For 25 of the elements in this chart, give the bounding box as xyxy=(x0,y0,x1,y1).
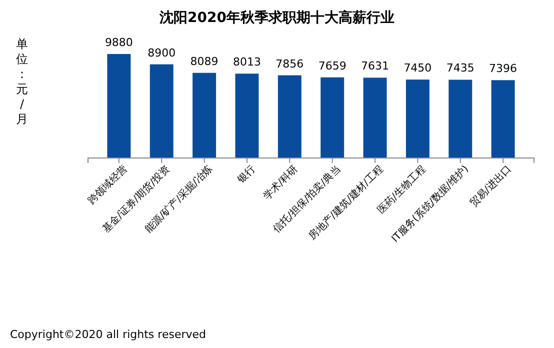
bar xyxy=(363,78,387,158)
data-label: 8900 xyxy=(148,46,176,60)
data-label: 7856 xyxy=(276,57,304,70)
bar xyxy=(192,72,216,158)
data-label: 7450 xyxy=(404,62,432,75)
data-label: 9880 xyxy=(104,36,133,49)
bar xyxy=(107,54,131,158)
bar xyxy=(491,80,515,158)
data-label: 8013 xyxy=(232,56,261,69)
data-label: 7435 xyxy=(446,62,474,75)
bar xyxy=(406,80,430,158)
data-label: 7396 xyxy=(489,62,518,76)
bar xyxy=(320,77,344,158)
bar xyxy=(150,64,174,158)
bar xyxy=(448,80,472,158)
text: Copyright©2020 all rights reserved xyxy=(10,328,206,341)
bar xyxy=(278,75,302,158)
y-axis-title: 单位：元/月 xyxy=(16,37,28,126)
data-label: 7659 xyxy=(318,59,346,72)
data-label: 7631 xyxy=(361,60,390,73)
bar xyxy=(235,74,259,158)
chart-title: 沈阳2020年秋季求职期十大高薪行业 xyxy=(158,9,394,26)
data-label: 8089 xyxy=(190,54,218,68)
x-tick-label: 银行 xyxy=(234,164,258,186)
x-tick-label: 贸易/进出口 xyxy=(467,162,514,210)
